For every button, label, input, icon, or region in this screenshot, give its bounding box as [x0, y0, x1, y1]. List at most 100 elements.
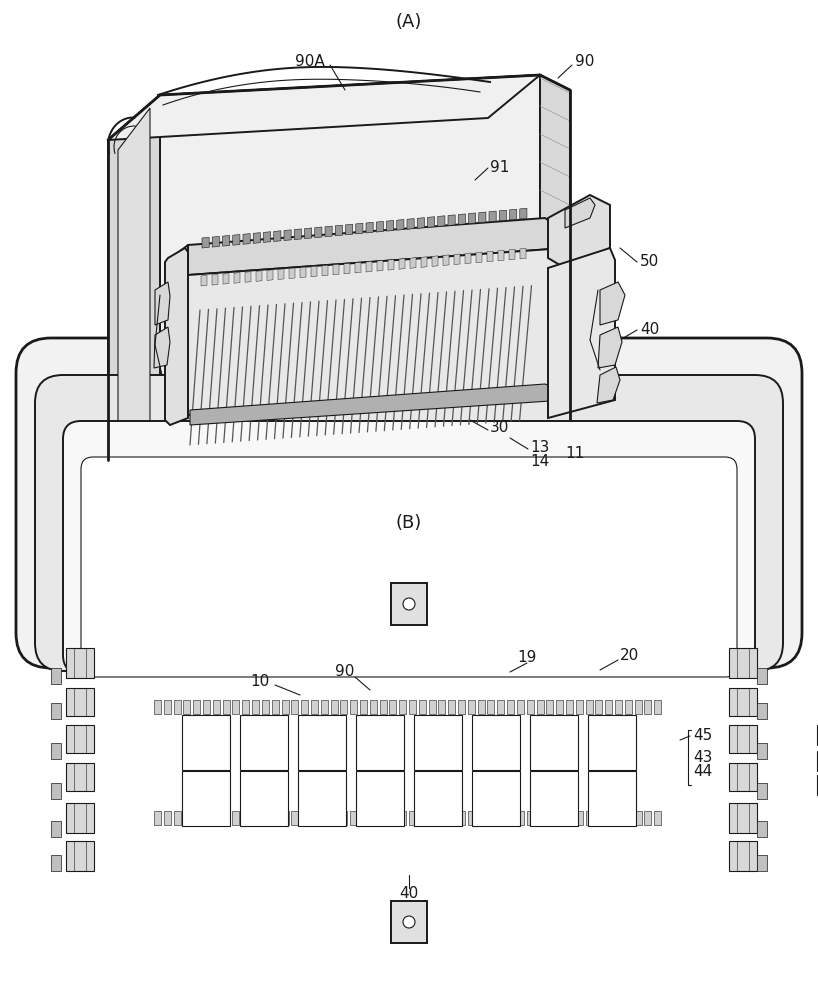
Polygon shape	[190, 384, 565, 425]
Polygon shape	[233, 235, 240, 245]
Text: 90A: 90A	[295, 54, 325, 70]
Bar	[301, 811, 308, 825]
Bar	[370, 811, 377, 825]
Bar	[654, 811, 661, 825]
Polygon shape	[222, 235, 230, 246]
Polygon shape	[499, 210, 506, 221]
Bar	[635, 811, 641, 825]
Bar	[391, 583, 427, 625]
Bar	[311, 811, 318, 825]
Polygon shape	[188, 218, 565, 275]
Polygon shape	[438, 216, 445, 226]
Bar	[232, 700, 240, 714]
Polygon shape	[325, 226, 332, 237]
Bar	[222, 811, 230, 825]
Text: 11: 11	[565, 446, 584, 460]
Polygon shape	[498, 250, 504, 261]
Bar	[546, 811, 553, 825]
Polygon shape	[458, 214, 465, 225]
Text: 91: 91	[490, 160, 510, 176]
Bar	[527, 811, 533, 825]
Bar	[530, 771, 578, 826]
Bar	[546, 700, 553, 714]
Bar	[173, 700, 181, 714]
Text: 30: 30	[490, 420, 510, 436]
Bar	[183, 811, 191, 825]
Bar	[615, 811, 622, 825]
Polygon shape	[345, 224, 353, 235]
Bar	[472, 771, 520, 826]
Text: 40: 40	[399, 886, 419, 900]
Polygon shape	[267, 270, 273, 280]
Bar	[321, 811, 328, 825]
Bar	[321, 700, 328, 714]
Bar	[51, 703, 61, 719]
Bar	[566, 700, 573, 714]
Bar	[414, 771, 462, 826]
Bar	[729, 725, 757, 753]
Bar	[817, 725, 818, 745]
Polygon shape	[263, 232, 271, 242]
Bar	[66, 648, 94, 678]
Polygon shape	[410, 258, 416, 268]
Bar	[370, 700, 377, 714]
Bar	[729, 648, 757, 678]
Polygon shape	[598, 327, 622, 368]
Polygon shape	[165, 248, 188, 425]
Polygon shape	[421, 257, 427, 267]
Bar	[242, 811, 249, 825]
Polygon shape	[311, 266, 317, 277]
Bar	[350, 700, 357, 714]
Bar	[478, 811, 484, 825]
Bar	[154, 700, 161, 714]
Polygon shape	[108, 435, 540, 490]
Polygon shape	[366, 261, 372, 272]
Bar	[625, 811, 631, 825]
Bar	[356, 715, 404, 770]
Polygon shape	[509, 249, 515, 260]
Polygon shape	[175, 245, 188, 422]
Polygon shape	[397, 220, 404, 230]
Polygon shape	[417, 218, 425, 228]
Polygon shape	[254, 233, 260, 243]
Bar	[817, 775, 818, 795]
Bar	[164, 811, 171, 825]
Bar	[380, 811, 387, 825]
Bar	[262, 811, 269, 825]
Bar	[757, 743, 767, 759]
Polygon shape	[245, 272, 251, 282]
Text: 14: 14	[530, 454, 549, 470]
Bar	[537, 700, 543, 714]
Bar	[213, 811, 220, 825]
Bar	[468, 811, 474, 825]
Bar	[360, 811, 367, 825]
Polygon shape	[519, 208, 527, 219]
Bar	[757, 855, 767, 871]
Polygon shape	[289, 268, 295, 279]
Bar	[272, 700, 279, 714]
Circle shape	[403, 916, 415, 928]
Text: 44: 44	[693, 764, 712, 780]
Bar	[203, 811, 210, 825]
Bar	[291, 811, 299, 825]
Polygon shape	[366, 222, 373, 233]
Bar	[635, 700, 641, 714]
Bar	[729, 841, 757, 871]
Polygon shape	[520, 248, 526, 259]
Bar	[213, 700, 220, 714]
Bar	[458, 811, 465, 825]
Bar	[448, 700, 456, 714]
Text: 10: 10	[250, 674, 270, 690]
Bar	[66, 725, 94, 753]
Bar	[472, 715, 520, 770]
Bar	[645, 811, 651, 825]
FancyBboxPatch shape	[16, 338, 802, 668]
Bar	[356, 771, 404, 826]
Bar	[429, 700, 436, 714]
Bar	[588, 771, 636, 826]
Bar	[729, 763, 757, 791]
Bar	[615, 700, 622, 714]
Bar	[164, 700, 171, 714]
Bar	[556, 700, 563, 714]
Bar	[330, 700, 338, 714]
